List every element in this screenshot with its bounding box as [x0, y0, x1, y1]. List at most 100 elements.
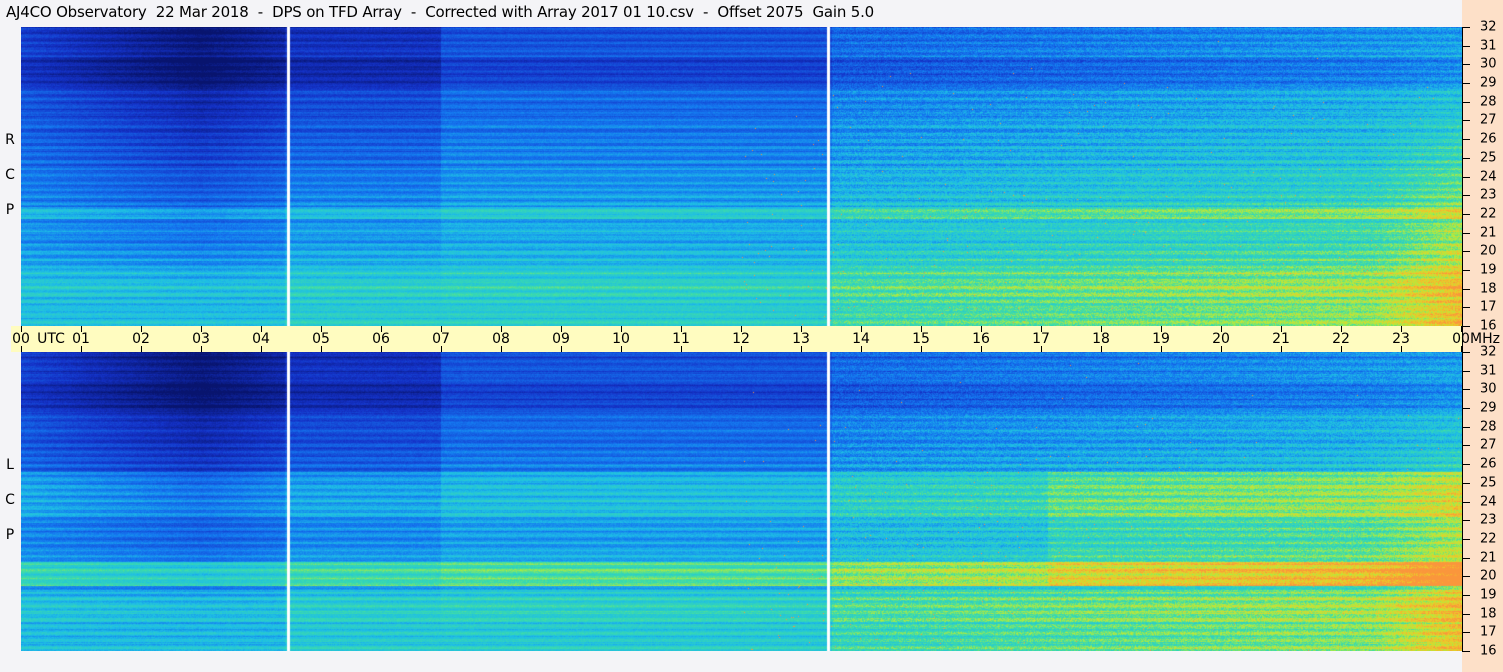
time-tick — [921, 326, 922, 332]
freq-tick — [1462, 557, 1470, 559]
time-tick-label: 06 — [372, 331, 390, 347]
time-tick — [381, 346, 382, 352]
time-tick-label: 14 — [852, 331, 870, 347]
time-tick-label: 11 — [672, 331, 690, 347]
time-tick — [201, 346, 202, 352]
time-tick-label: 01 — [72, 331, 90, 347]
polarization-letter: C — [5, 492, 15, 508]
time-tick — [981, 346, 982, 352]
freq-unit-label: MHz — [1470, 331, 1500, 347]
freq-tick-label: 32 — [1480, 344, 1497, 360]
polarization-letter: C — [5, 167, 15, 183]
time-tick — [1161, 346, 1162, 352]
time-tick — [321, 346, 322, 352]
time-tick-label: 03 — [192, 331, 210, 347]
freq-tick-label: 28 — [1480, 419, 1497, 435]
freq-tick-label: 19 — [1480, 587, 1497, 603]
freq-tick — [1462, 326, 1470, 327]
time-tick-label: 18 — [1092, 331, 1110, 347]
freq-tick-label: 30 — [1480, 381, 1497, 397]
freq-tick-label: 22 — [1480, 206, 1497, 222]
freq-tick — [1462, 370, 1470, 372]
time-tick — [1341, 346, 1342, 352]
time-tick-label: 10 — [612, 331, 630, 347]
time-tick-label: 04 — [252, 331, 270, 347]
window-title: AJ4CO Observatory 22 Mar 2018 - DPS on T… — [6, 3, 875, 21]
time-tick — [1041, 346, 1042, 352]
time-tick — [1461, 346, 1462, 352]
time-tick — [261, 346, 262, 352]
freq-tick-label: 23 — [1480, 187, 1497, 203]
time-tick-label: 00 — [12, 331, 30, 347]
freq-tick-label: 23 — [1480, 512, 1497, 528]
time-tick — [621, 346, 622, 352]
time-tick — [1281, 326, 1282, 332]
freq-tick-label: 16 — [1480, 318, 1497, 334]
time-tick-label: 07 — [432, 331, 450, 347]
time-tick — [501, 326, 502, 332]
freq-tick-label: 28 — [1480, 94, 1497, 110]
time-tick-label: 12 — [732, 331, 750, 347]
freq-tick — [1462, 538, 1470, 540]
freq-tick — [1462, 83, 1470, 85]
freq-tick-label: 20 — [1480, 243, 1497, 259]
time-tick — [1161, 326, 1162, 332]
lcp-spectrogram — [21, 352, 1462, 651]
freq-tick-label: 16 — [1480, 643, 1497, 659]
freq-tick-label: 21 — [1480, 225, 1497, 241]
freq-tick-label: 17 — [1480, 299, 1497, 315]
freq-tick — [1462, 307, 1470, 309]
time-tick — [1281, 346, 1282, 352]
time-tick — [1401, 346, 1402, 352]
time-tick — [561, 326, 562, 332]
time-tick — [1221, 346, 1222, 352]
freq-tick — [1462, 120, 1470, 122]
freq-tick-label: 27 — [1480, 437, 1497, 453]
time-tick — [21, 326, 22, 332]
time-tick — [1401, 326, 1402, 332]
time-tick — [921, 346, 922, 352]
time-tick-label: 02 — [132, 331, 150, 347]
time-tick — [1461, 326, 1462, 332]
rcp-spectrogram — [21, 27, 1462, 326]
freq-tick — [1462, 445, 1470, 447]
freq-tick-label: 18 — [1480, 606, 1497, 622]
freq-tick-label: 26 — [1480, 456, 1497, 472]
time-tick-label: 20 — [1212, 331, 1230, 347]
time-tick — [441, 346, 442, 352]
time-tick — [201, 326, 202, 332]
time-tick — [81, 326, 82, 332]
freq-tick-label: 29 — [1480, 75, 1497, 91]
time-tick — [561, 346, 562, 352]
time-tick-label: 17 — [1032, 331, 1050, 347]
freq-tick-label: 21 — [1480, 550, 1497, 566]
freq-tick-label: 27 — [1480, 112, 1497, 128]
freq-tick — [1462, 101, 1470, 103]
freq-tick — [1462, 27, 1470, 28]
time-tick-label: 16 — [972, 331, 990, 347]
freq-tick-label: 32 — [1480, 19, 1497, 35]
freq-tick-label: 31 — [1480, 363, 1497, 379]
freq-tick-label: 24 — [1480, 494, 1497, 509]
time-tick — [321, 326, 322, 332]
freq-tick-label: 25 — [1480, 150, 1497, 166]
time-tick — [81, 346, 82, 352]
freq-tick — [1462, 213, 1470, 215]
freq-tick — [1462, 632, 1470, 634]
time-tick — [801, 326, 802, 332]
freq-tick-label: 24 — [1480, 169, 1497, 184]
time-tick — [681, 346, 682, 352]
freq-tick — [1462, 288, 1470, 290]
time-unit-label: UTC — [37, 331, 65, 347]
time-tick-label: 15 — [912, 331, 930, 347]
freq-tick — [1462, 45, 1470, 47]
freq-tick — [1462, 251, 1470, 253]
freq-tick — [1462, 426, 1470, 428]
time-tick-label: 22 — [1332, 331, 1350, 347]
freq-tick — [1462, 520, 1470, 522]
freq-tick-label: 31 — [1480, 38, 1497, 54]
time-tick-label: 21 — [1272, 331, 1290, 347]
frequency-axis-panel — [1462, 0, 1503, 672]
time-tick — [1101, 346, 1102, 352]
time-tick — [501, 346, 502, 352]
